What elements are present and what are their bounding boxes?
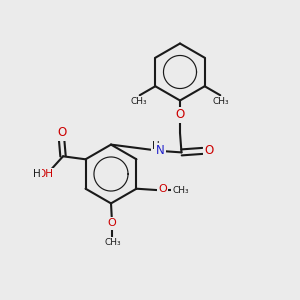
Text: H: H <box>152 140 160 151</box>
Text: O: O <box>158 184 167 194</box>
Text: CH₃: CH₃ <box>130 97 147 106</box>
Text: H: H <box>33 169 41 179</box>
Text: O: O <box>108 218 117 229</box>
Text: OH: OH <box>37 169 53 179</box>
Text: CH₃: CH₃ <box>104 238 121 247</box>
Text: N: N <box>155 144 164 158</box>
Text: CH₃: CH₃ <box>213 97 230 106</box>
Text: O: O <box>57 126 67 139</box>
Text: CH₃: CH₃ <box>173 186 190 195</box>
Text: O: O <box>176 108 184 122</box>
Text: O: O <box>205 144 214 157</box>
